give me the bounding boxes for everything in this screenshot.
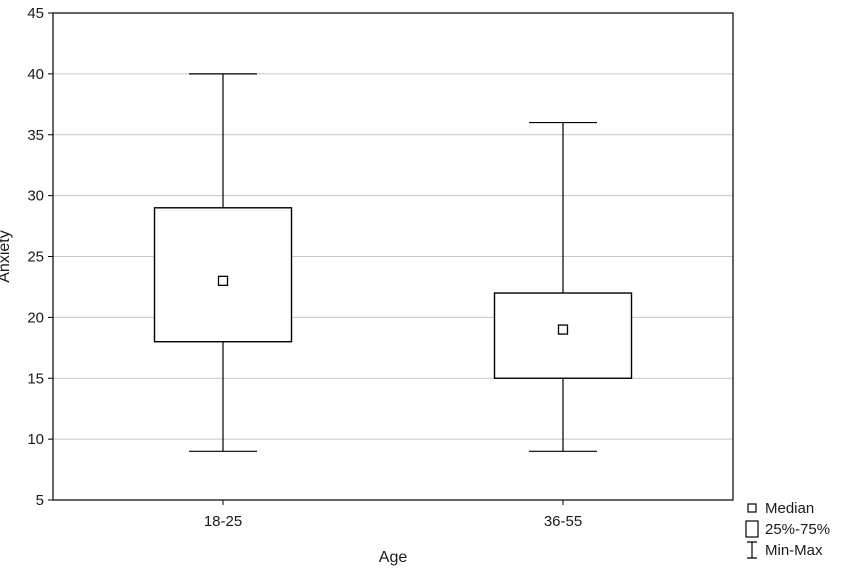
y-tick-label: 5 — [36, 492, 44, 509]
y-axis-title: Anxiety — [0, 230, 13, 282]
x-tick-label: 18-25 — [204, 513, 242, 530]
legend-whisker-symbol — [747, 541, 757, 559]
legend-label: 25%-75% — [765, 521, 830, 538]
x-axis-title: Age — [379, 549, 408, 566]
y-tick-label: 25 — [27, 249, 44, 266]
legend-box-symbol — [745, 520, 759, 538]
y-tick-label: 10 — [27, 431, 44, 448]
y-tick-label: 30 — [27, 188, 44, 205]
x-axis: 18-25 36-55 — [204, 500, 582, 530]
box-36-55 — [493, 121, 633, 452]
y-tick-label: 20 — [27, 309, 44, 326]
legend: Median 25%-75% Min-Max — [745, 500, 830, 559]
y-axis: 5 10 15 20 25 30 35 40 45 — [27, 5, 53, 509]
box-18-25 — [153, 73, 293, 452]
y-tick-label: 45 — [27, 5, 44, 22]
y-tick-label: 40 — [27, 66, 44, 83]
legend-entry: Median — [747, 500, 814, 517]
median-marker — [557, 324, 569, 335]
boxes — [153, 73, 633, 452]
x-tick-label: 36-55 — [544, 513, 582, 530]
legend-median-symbol — [747, 503, 757, 513]
median-marker — [217, 275, 229, 287]
iqr-box — [493, 292, 633, 379]
legend-label: Min-Max — [765, 542, 823, 559]
legend-entry: 25%-75% — [745, 520, 830, 538]
legend-entry: Min-Max — [747, 541, 823, 559]
y-tick-label: 35 — [27, 127, 44, 144]
iqr-box — [153, 207, 293, 343]
y-tick-label: 15 — [27, 370, 44, 387]
legend-label: Median — [765, 500, 814, 517]
